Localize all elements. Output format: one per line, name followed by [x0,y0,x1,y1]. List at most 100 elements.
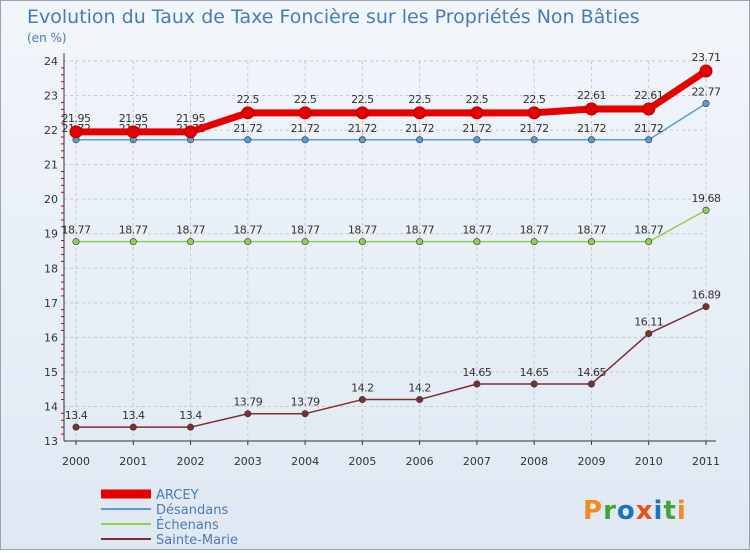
y-tick-label: 15 [44,366,58,379]
data-point [244,238,252,246]
data-label: 18.77 [634,224,663,237]
data-point [473,136,481,144]
x-tick-label: 2002 [177,455,205,468]
data-point [355,106,369,120]
y-tick-label: 20 [44,193,58,206]
data-label: 14.2 [408,382,431,395]
data-point [126,125,140,139]
chart-title: Evolution du Taux de Taxe Foncière sur l… [27,6,640,28]
data-label: 21.72 [577,122,606,135]
legend-label: ARCEY [156,488,199,503]
grid-lines [64,60,707,442]
data-label: 21.72 [348,122,377,135]
y-tick-label: 22 [44,124,58,137]
data-point [301,410,309,418]
data-label: 22.77 [692,85,721,98]
data-label: 18.77 [233,224,262,237]
data-label: 19.68 [692,192,721,205]
data-point [241,106,255,120]
data-point [187,423,195,431]
data-point [72,423,80,431]
data-point [530,238,538,246]
data-label: 22.5 [294,93,317,106]
logo-letter: t [663,496,676,526]
data-label: 21.72 [462,122,491,135]
x-tick-label: 2006 [406,455,434,468]
data-label: 18.77 [462,224,491,237]
data-label: 22.5 [466,93,489,106]
data-label: 21.95 [119,112,148,125]
data-point [298,106,312,120]
axes: 13 14 15 16 17 18 19 20 21 22 23 24 2000 2001 2002 2003… [44,53,720,468]
data-point [129,423,137,431]
data-label: 22.5 [237,93,260,106]
logo-letter: P [583,496,603,526]
data-label: 21.72 [291,122,320,135]
logo-letter: i [677,496,687,526]
data-point [416,396,424,404]
data-point [416,238,424,246]
data-point [702,303,710,311]
x-tick-label: 2007 [463,455,491,468]
logo-letter: i [654,496,664,526]
data-point [645,330,653,338]
data-label: 16.89 [692,289,721,302]
data-label: 21.72 [520,122,549,135]
data-label: 13.4 [179,409,202,422]
x-tick-label: 2005 [348,455,376,468]
x-tick-label: 2011 [692,455,720,468]
y-tick-label: 21 [44,159,58,172]
data-label: 14.65 [577,366,606,379]
series-layer: 13.4 13.4 13.4 13.79 13.79 14.2 14.2 14.65 14.65… [62,51,721,431]
x-tick-label: 2001 [119,455,147,468]
data-label: 18.77 [405,224,434,237]
series-line [75,102,707,141]
data-point [129,238,137,246]
data-label: 18.77 [348,224,377,237]
data-label: 18.77 [577,224,606,237]
y-tick-label: 18 [44,262,58,275]
data-point [413,106,427,120]
data-point [244,410,252,418]
data-point [244,136,252,144]
x-tick-label: 2008 [520,455,548,468]
logo-text: Proxiti [583,496,687,526]
data-point [470,106,484,120]
data-point [587,380,595,388]
series-line [75,209,707,243]
data-point [184,125,198,139]
data-label: 22.5 [408,93,431,106]
series-line [75,305,707,428]
data-point [702,99,710,107]
y-tick-label: 24 [44,55,58,68]
data-label: 13.79 [233,396,262,409]
y-axis-label: (en %) [27,31,67,45]
data-label: 13.4 [65,409,88,422]
x-tick-label: 2003 [234,455,262,468]
data-label: 14.65 [520,366,549,379]
series-sainte-marie: 13.4 13.4 13.4 13.79 13.79 14.2 14.2 14.65 14.65… [65,289,721,431]
data-label: 22.5 [351,93,374,106]
data-label: 13.4 [122,409,145,422]
data-point [72,238,80,246]
x-tick-label: 2010 [635,455,663,468]
data-label: 16.11 [634,316,663,329]
data-label: 18.77 [176,224,205,237]
data-point [301,238,309,246]
x-tick-label: 2009 [577,455,605,468]
data-point [301,136,309,144]
data-label: 14.65 [462,366,491,379]
data-label: 21.72 [634,122,663,135]
data-point [584,102,598,116]
series-arcey: 21.95 21.95 21.95 22.5 22.5 22.5 22.5 22.5 22.5 2… [62,51,721,139]
data-label: 14.2 [351,382,374,395]
data-label: 18.77 [520,224,549,237]
data-point [645,136,653,144]
data-point [473,238,481,246]
data-label: 21.95 [62,112,91,125]
data-point [702,206,710,214]
logo-letter: x [636,496,654,526]
